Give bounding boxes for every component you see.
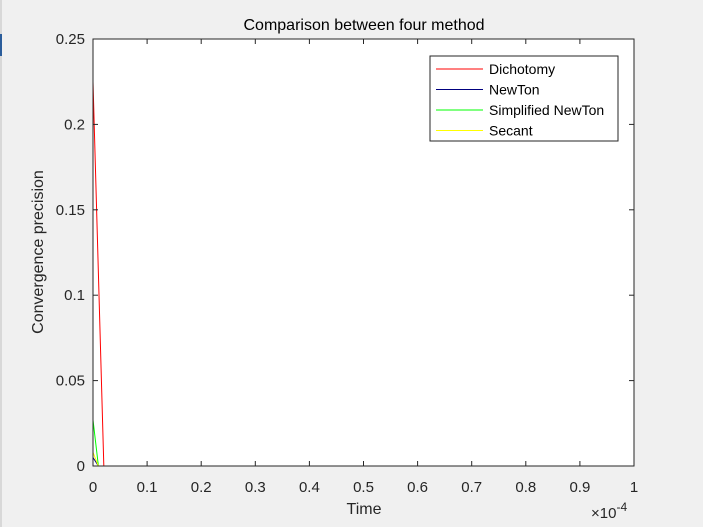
window-edge	[0, 0, 2, 527]
x-tick-label: 0.6	[407, 479, 428, 496]
x-tick-label: 0	[89, 479, 97, 496]
y-tick-label: 0.05	[56, 373, 85, 390]
legend-entry-label: Dichotomy	[489, 61, 555, 77]
x-tick-label: 0.9	[569, 479, 590, 496]
legend-entry-label: Simplified NewTon	[489, 102, 604, 118]
y-tick-label: 0.1	[64, 287, 85, 304]
x-exponent-base: ×10	[591, 505, 616, 522]
x-exponent-multiplier: ×10-4	[591, 500, 627, 522]
legend-entry-label: NewTon	[489, 82, 540, 98]
y-tick-label: 0.25	[56, 31, 85, 48]
x-tick-label: 0.4	[299, 479, 320, 496]
legend: Dichotomy NewTon Simplified NewTon Secant	[429, 55, 619, 142]
x-tick-label: 0.3	[245, 479, 266, 496]
y-axis-label: Convergence precision	[30, 170, 47, 334]
x-tick-label: 0.2	[191, 479, 212, 496]
window-edge-highlight	[0, 34, 2, 56]
x-axis-label: Time	[347, 501, 382, 518]
x-exponent-power: -4	[616, 500, 627, 514]
x-tick-label: 0.1	[137, 479, 158, 496]
x-tick-label: 0.5	[353, 479, 374, 496]
legend-entry-label: Secant	[489, 123, 533, 139]
x-tick-label: 1	[630, 479, 638, 496]
x-tick-label: 0.8	[515, 479, 536, 496]
y-tick-label: 0.15	[56, 202, 85, 219]
y-tick-label: 0.2	[64, 116, 85, 133]
legend-box	[429, 55, 619, 142]
x-ticks: 0 0.1 0.2 0.3 0.4 0.5 0.6 0.7 0.8 0.9 1	[89, 39, 638, 496]
chart-title: Comparison between four method	[243, 17, 484, 34]
y-tick-label: 0	[77, 458, 85, 475]
y-ticks: 0 0.05 0.1 0.15 0.2 0.25	[56, 31, 634, 475]
x-tick-label: 0.7	[461, 479, 482, 496]
